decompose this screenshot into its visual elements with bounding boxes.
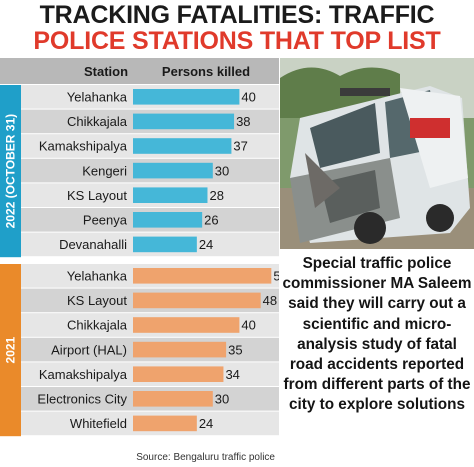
category-label: Peenya: [83, 213, 128, 228]
value-label: 40: [241, 90, 255, 105]
column-header-persons-killed: Persons killed: [162, 64, 250, 79]
bar-2022: [133, 138, 232, 154]
category-label: Devanahalli: [59, 237, 127, 252]
bar-2022: [133, 212, 203, 228]
category-label: Chikkajala: [67, 114, 128, 129]
bar-2021: [133, 366, 224, 382]
value-label: 52: [273, 269, 279, 284]
year-band-2022: [0, 85, 21, 258]
bar-2022: [133, 187, 208, 203]
value-label: 38: [236, 114, 250, 129]
bar-2021: [133, 391, 213, 407]
category-label: Yelahanka: [67, 269, 128, 284]
photo-caption: Special traffic police commissioner MA S…: [282, 255, 472, 414]
value-label: 24: [199, 416, 213, 431]
value-label: 26: [204, 213, 218, 228]
value-label: 28: [209, 188, 223, 203]
table-header-bg: [0, 58, 279, 84]
bar-2022: [133, 162, 213, 179]
value-label: 30: [215, 392, 229, 407]
value-label: 35: [228, 342, 242, 357]
category-label: Kamakshipalya: [39, 367, 128, 382]
bar-2022: [133, 236, 197, 253]
bar-2021: [133, 268, 272, 284]
category-label: Yelahanka: [67, 90, 128, 105]
bar-2022: [133, 89, 240, 105]
bar-2021: [133, 317, 240, 333]
column-header-station: Station: [84, 64, 128, 79]
value-label: 30: [215, 163, 229, 178]
year-band-label-2021: 2021: [4, 336, 18, 363]
bar-2021: [133, 292, 261, 309]
category-label: Chikkajala: [67, 318, 128, 333]
year-band-label-2022: 2022 (OCTOBER 31): [4, 114, 18, 229]
value-label: 34: [225, 367, 239, 382]
value-label: 48: [263, 293, 277, 308]
value-label: 40: [241, 318, 255, 333]
bar-2021: [133, 341, 227, 358]
chart-title-line2: POLICE STATIONS THAT TOP LIST: [33, 27, 441, 55]
value-label: 24: [199, 237, 213, 252]
category-label: Airport (HAL): [51, 342, 127, 357]
damaged-ambulance-photo: [280, 58, 474, 249]
bar-chart: Station Persons killed 2022 (OCTOBER 31) Ye…: [0, 58, 279, 463]
category-label: Kengeri: [82, 163, 127, 178]
category-label: Whitefield: [70, 416, 127, 431]
category-label: KS Layout: [67, 188, 127, 203]
category-label: KS Layout: [67, 293, 127, 308]
bar-2021: [133, 415, 197, 432]
source-note: Source: Bengaluru traffic police: [136, 452, 275, 463]
bar-2022: [133, 113, 235, 130]
category-label: Electronics City: [37, 392, 127, 407]
chart-title-line1: TRACKING FATALITIES: TRAFFIC: [39, 1, 435, 29]
year-band-2021: [0, 264, 21, 437]
category-label: Kamakshipalya: [39, 139, 128, 154]
value-label: 37: [233, 139, 247, 154]
